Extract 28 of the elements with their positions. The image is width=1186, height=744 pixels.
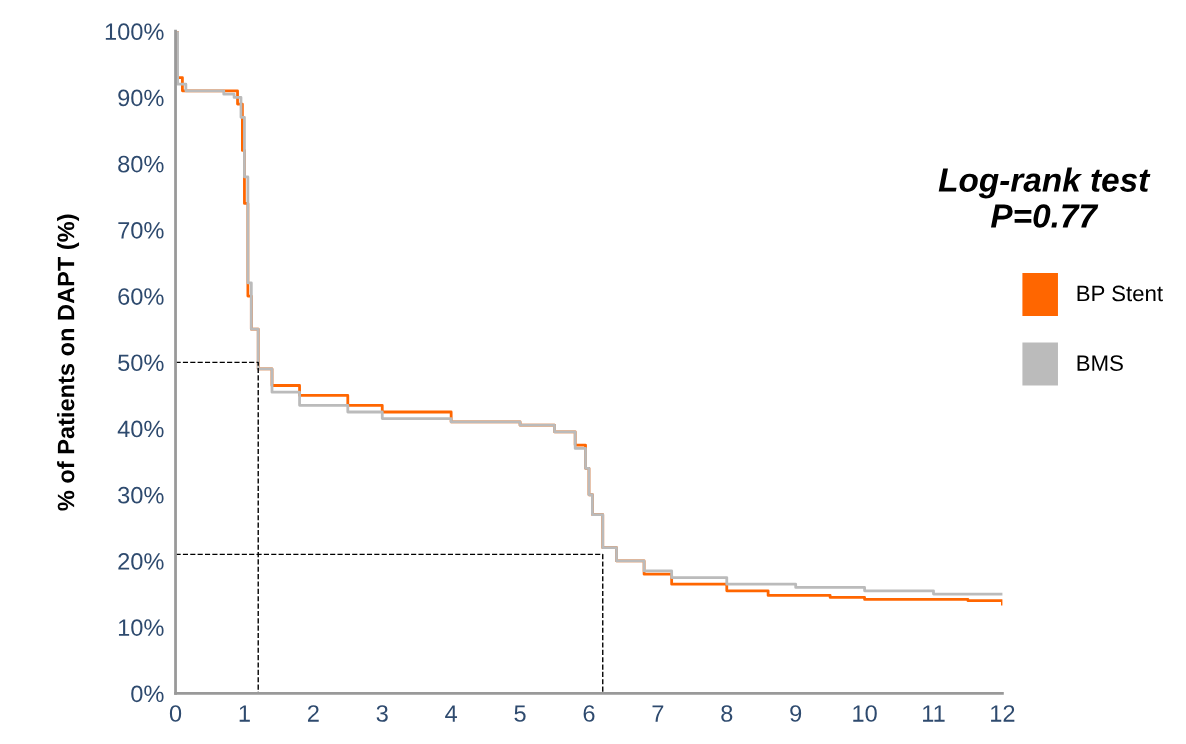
x-tick-label: 4	[445, 705, 458, 722]
x-tick-label: 11	[923, 705, 945, 722]
y-tick-label: 60%	[118, 288, 164, 305]
y-axis-title: % of Patients on DAPT (%)	[57, 214, 80, 511]
x-tick-label: 8	[721, 705, 733, 722]
x-tick-label: 5	[514, 705, 526, 722]
x-tick-label: 10	[853, 705, 877, 722]
x-tick-label: 12	[991, 705, 1015, 722]
annotation: Log-rank test P=0.77	[938, 167, 1151, 228]
x-tick-label: 6	[583, 705, 595, 722]
y-tick-label: 0%	[131, 685, 164, 703]
y-tick-label: 10%	[118, 619, 164, 636]
x-tick-label: 7	[652, 705, 664, 722]
y-tick-label: 30%	[118, 486, 164, 504]
legend-label: BP Stent	[1077, 285, 1163, 302]
x-tick-label: 1	[239, 705, 250, 722]
y-tick-label: 40%	[117, 420, 164, 438]
x-tick-label: 9	[790, 705, 802, 722]
y-tick-label: 100%	[105, 23, 164, 41]
y-tick-label: 80%	[118, 155, 164, 173]
y-tick-label: 50%	[118, 354, 164, 372]
y-tick-label: 20%	[118, 553, 164, 570]
x-tick-label: 2	[307, 705, 319, 722]
y-tick-label: 70%	[118, 221, 164, 239]
y-tick-label: 90%	[118, 89, 164, 107]
x-tick-label: 3	[376, 705, 388, 722]
legend-label: BMS	[1077, 355, 1123, 371]
x-tick-label: 0	[169, 705, 182, 722]
